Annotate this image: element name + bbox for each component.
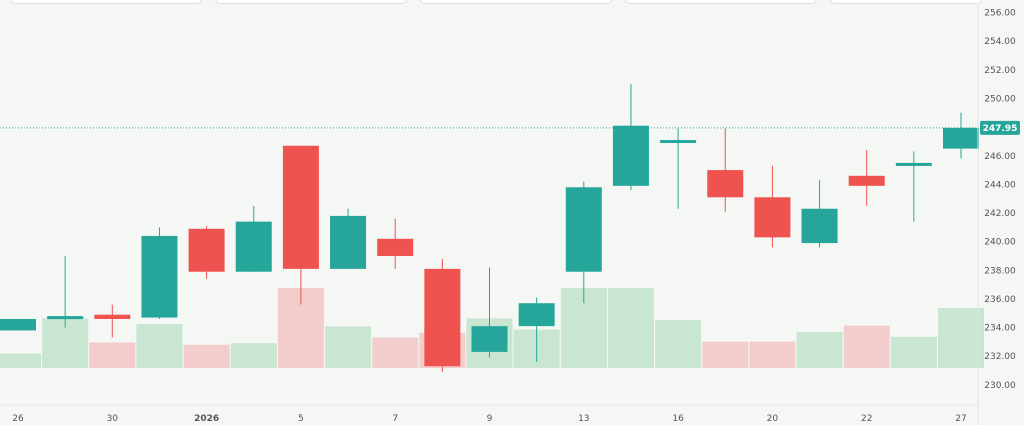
y-tick-label: 254.00 — [984, 37, 1016, 47]
x-tick-label: 22 — [861, 414, 872, 424]
candle-body — [330, 215, 367, 269]
candle[interactable] — [518, 297, 555, 362]
candle[interactable] — [235, 205, 272, 272]
candle-body — [47, 316, 84, 320]
candle[interactable] — [94, 304, 131, 338]
candle-body — [377, 238, 414, 256]
candles — [0, 84, 979, 372]
candle[interactable] — [0, 318, 36, 331]
candle-body — [801, 208, 838, 244]
y-tick-label: 246.00 — [984, 152, 1016, 162]
candle-body — [754, 197, 791, 238]
candle[interactable] — [377, 218, 414, 269]
volume-bar — [89, 342, 136, 368]
x-tick-label: 2026 — [194, 414, 219, 424]
toolbar-tab-2[interactable] — [215, 0, 407, 4]
candle-body — [565, 187, 602, 272]
candle-body — [943, 127, 979, 149]
candle-body — [660, 140, 697, 144]
x-tick-label: 27 — [955, 414, 966, 424]
candle[interactable] — [848, 150, 885, 206]
x-tick-label: 13 — [578, 414, 589, 424]
candle[interactable] — [943, 112, 979, 159]
candle[interactable] — [801, 180, 838, 248]
candle[interactable] — [188, 225, 225, 279]
last-price-label-group: 247.95 — [980, 120, 1020, 135]
toolbar-tab-4[interactable] — [625, 0, 817, 4]
volume-bar — [938, 308, 984, 368]
y-tick-label: 256.00 — [984, 9, 1016, 19]
candle[interactable] — [895, 151, 932, 222]
volume-bar — [890, 336, 937, 368]
x-tick-label: 9 — [487, 414, 493, 424]
candle[interactable] — [707, 128, 744, 212]
volume-bar — [843, 325, 890, 368]
y-tick-label: 244.00 — [984, 180, 1016, 190]
x-tick-label: 20 — [767, 414, 779, 424]
candle-body — [0, 318, 36, 331]
candle[interactable] — [282, 145, 319, 305]
candle[interactable] — [754, 165, 791, 248]
candle[interactable] — [565, 181, 602, 304]
volume-bar — [749, 341, 796, 368]
candle-body — [424, 268, 461, 367]
candle[interactable] — [47, 255, 84, 328]
volume-bar — [372, 337, 419, 368]
volume-bar — [183, 344, 230, 368]
volume-bar — [230, 343, 277, 368]
y-tick-label: 230.00 — [984, 381, 1016, 391]
candle-body — [282, 145, 319, 269]
toolbar-tab-1[interactable] — [10, 0, 202, 4]
y-tick-label: 252.00 — [984, 66, 1016, 76]
candle-body — [188, 228, 225, 272]
candle-body — [895, 162, 932, 166]
candle-body — [848, 175, 885, 186]
last-price-label-bg — [980, 120, 1020, 135]
toolbar-tab-5[interactable] — [830, 0, 982, 4]
volume-bar — [702, 341, 749, 368]
volume-bar — [607, 288, 654, 368]
y-tick-label: 250.00 — [984, 94, 1016, 104]
y-tick-label: 234.00 — [984, 324, 1016, 334]
candle[interactable] — [141, 227, 178, 319]
volume-bar — [0, 353, 41, 368]
candle[interactable] — [471, 267, 508, 358]
volume-bar — [655, 320, 702, 368]
volume-bar — [325, 326, 372, 368]
time-axis: 26 30 2026 5 7 9 13 16 20 22 27 — [12, 414, 966, 424]
candle-body — [471, 326, 508, 352]
y-tick-label: 240.00 — [984, 238, 1016, 248]
x-tick-label: 7 — [392, 414, 398, 424]
y-tick-label: 236.00 — [984, 295, 1016, 305]
x-tick-label: 26 — [12, 414, 24, 424]
price-axis: 230.00 232.00 234.00 236.00 238.00 240.00 242.… — [984, 9, 1016, 391]
x-tick-label: 16 — [672, 414, 684, 424]
candle-body — [518, 303, 555, 327]
candle[interactable] — [330, 208, 367, 269]
candle-body — [235, 221, 272, 272]
volume-bar — [796, 332, 843, 368]
candle-body — [141, 235, 178, 318]
candle-body — [707, 170, 744, 198]
candle-body — [94, 314, 131, 319]
y-tick-label: 242.00 — [984, 209, 1016, 219]
candle-body — [612, 125, 649, 186]
y-tick-label: 232.00 — [984, 352, 1016, 362]
candle[interactable] — [612, 84, 649, 191]
volume-bar — [136, 324, 183, 368]
candle[interactable] — [660, 128, 697, 209]
y-tick-label: 238.00 — [984, 266, 1016, 276]
toolbar-tab-3[interactable] — [420, 0, 612, 4]
candle[interactable] — [424, 258, 461, 372]
x-tick-label: 5 — [298, 414, 304, 424]
x-tick-label: 30 — [107, 414, 119, 424]
last-price-label: 247.95 — [983, 124, 1018, 134]
